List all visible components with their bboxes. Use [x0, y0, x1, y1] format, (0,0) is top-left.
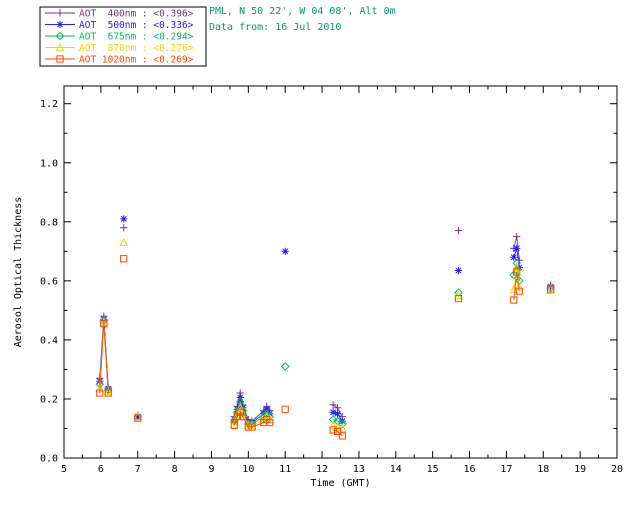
- y-axis-label: Aerosol Optical Thickness: [13, 197, 24, 348]
- line-aot-870: [513, 267, 520, 290]
- x-axis-label: Time (GMT): [310, 478, 370, 489]
- axis-tick-labels: 5 6 7 8 9 10 11 12 13 14 15 16 17 18 19 20 0.0 0.2 0.4 0.6 0…: [40, 99, 623, 475]
- svg-text:0.0: 0.0: [40, 454, 58, 465]
- x-axis-ticks: [63, 86, 618, 458]
- svg-text:0.2: 0.2: [40, 394, 58, 405]
- legend-label-aot-675: AOT 675nm : <0.294>: [79, 32, 194, 43]
- series-aot-675: [95, 258, 555, 429]
- plot-frame: [63, 85, 618, 459]
- svg-text:1.2: 1.2: [40, 99, 58, 110]
- legend-marker-aot-400: [56, 9, 64, 17]
- legend-marker-aot-675: [55, 31, 65, 41]
- svg-text:8: 8: [172, 464, 178, 475]
- date-info: Data from: 16 Jul 2010: [209, 22, 342, 33]
- legend-marker-aot-500: [56, 20, 64, 29]
- svg-text:9: 9: [208, 464, 214, 475]
- svg-text:5: 5: [61, 464, 67, 475]
- station-info: PML, N 50 22', W 04 08', Alt 0m: [209, 6, 396, 17]
- markers-aot-400: [96, 224, 555, 425]
- svg-text:1.0: 1.0: [40, 158, 58, 169]
- markers-aot-500: [96, 215, 555, 427]
- svg-text:19: 19: [574, 464, 586, 475]
- line-aot-1020: [99, 323, 109, 394]
- svg-text:18: 18: [537, 464, 549, 475]
- svg-text:7: 7: [135, 464, 141, 475]
- legend-label-aot-870: AOT 870nm : <0.276>: [79, 43, 194, 54]
- svg-text:0.4: 0.4: [40, 335, 58, 346]
- svg-text:12: 12: [316, 464, 328, 475]
- svg-text:0.8: 0.8: [40, 217, 58, 228]
- svg-text:6: 6: [98, 464, 104, 475]
- svg-text:16: 16: [464, 464, 476, 475]
- series-aot-500: [96, 215, 555, 427]
- series-aot-870: [95, 237, 556, 433]
- svg-text:11: 11: [279, 464, 291, 475]
- legend-marker-aot-870: [55, 42, 65, 52]
- svg-text:15: 15: [427, 464, 439, 475]
- legend-marker-aot-1020: [56, 55, 64, 63]
- svg-text:20: 20: [611, 464, 623, 475]
- legend-label-aot-500: AOT 500nm : <0.336>: [79, 20, 194, 31]
- series-aot-1020: [96, 255, 555, 440]
- svg-text:0.6: 0.6: [40, 276, 58, 287]
- svg-text:17: 17: [500, 464, 512, 475]
- legend-label-aot-1020: AOT 1020nm : <0.269>: [79, 55, 194, 66]
- y-axis-ticks: [64, 103, 617, 459]
- svg-text:13: 13: [353, 464, 365, 475]
- markers-aot-675: [95, 258, 555, 429]
- svg-text:14: 14: [390, 464, 402, 475]
- legend: AOT 400nm : <0.396>AOT 500nm : <0.336>AO…: [39, 6, 207, 67]
- line-aot-1020: [513, 271, 520, 301]
- svg-text:10: 10: [242, 464, 254, 475]
- markers-aot-1020: [96, 255, 555, 440]
- legend-label-aot-400: AOT 400nm : <0.396>: [79, 9, 194, 20]
- series-aot-400: [96, 224, 555, 425]
- markers-aot-870: [95, 237, 556, 433]
